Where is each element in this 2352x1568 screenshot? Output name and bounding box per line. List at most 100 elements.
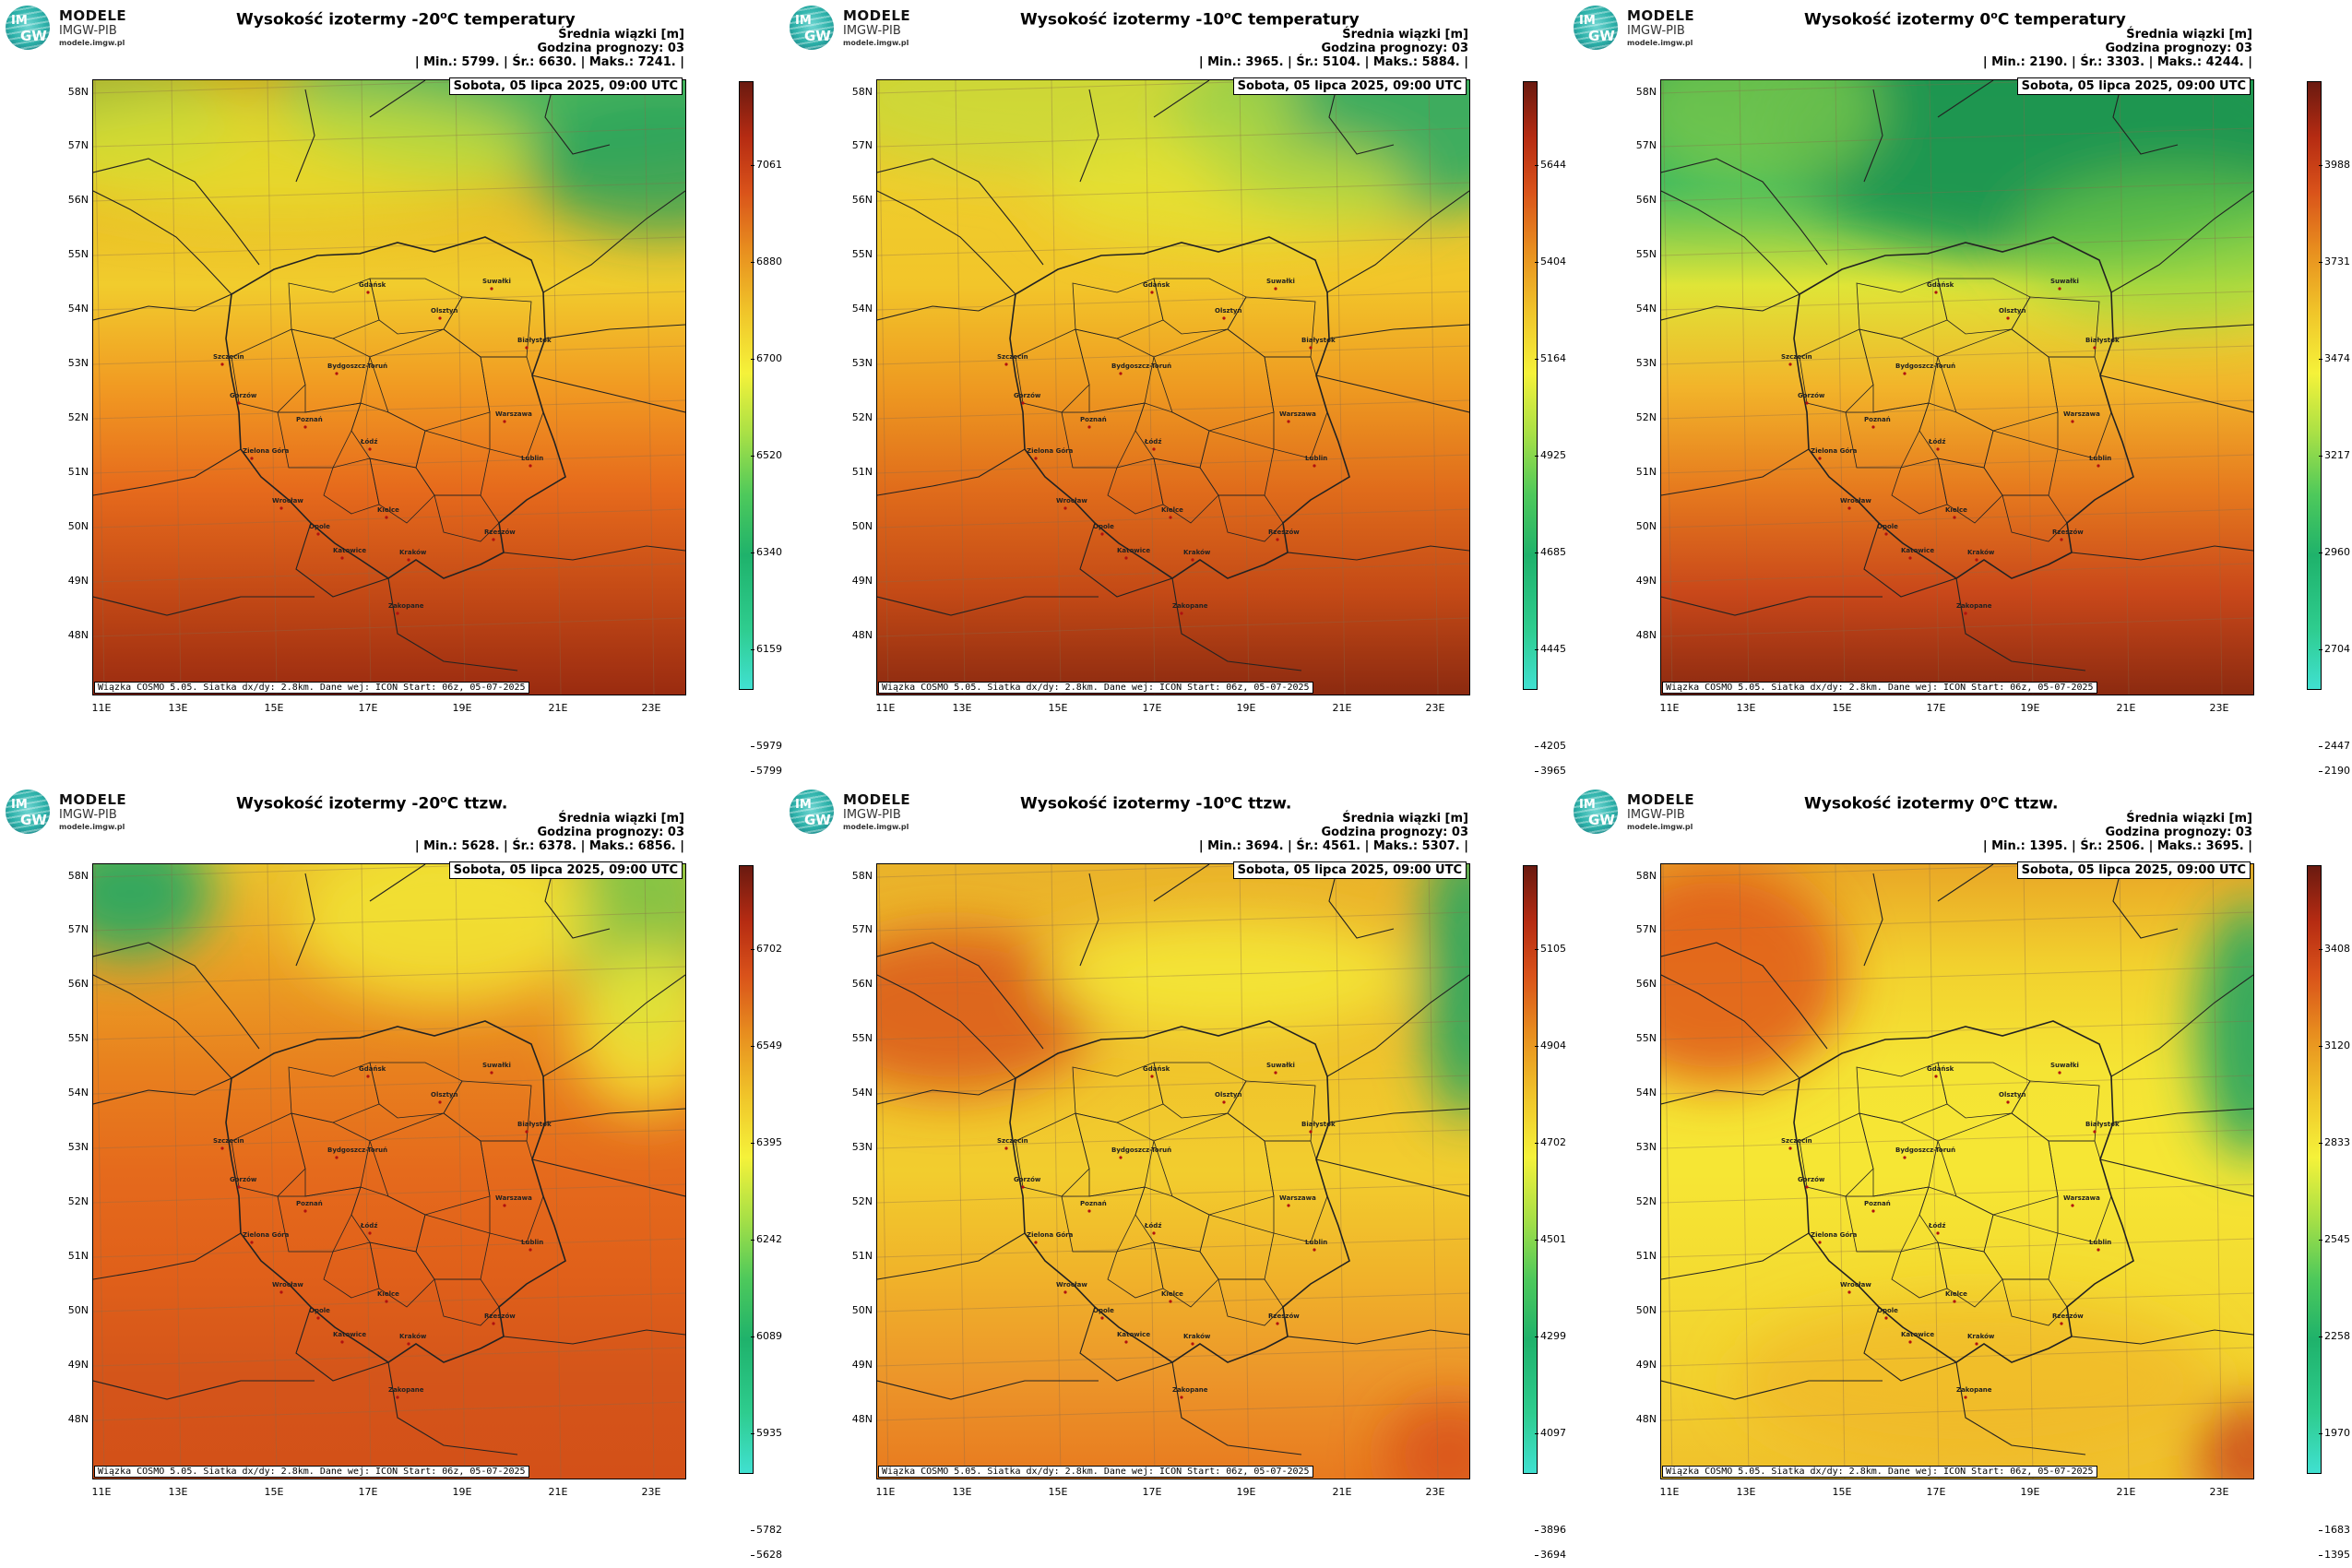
colorbar-tick-label: 5644 bbox=[1535, 159, 1566, 171]
city-label: Katowice bbox=[1901, 1331, 1935, 1338]
logo-mark-top: IM bbox=[1579, 798, 1596, 812]
city-label: Zielona Góra bbox=[243, 447, 290, 455]
logo-text-modele: MODELE bbox=[59, 7, 127, 24]
min-label: | Min.: bbox=[414, 839, 457, 853]
logo-mark-bottom: GW bbox=[804, 812, 831, 828]
valid-date: Sobota, 05 lipca 2025, 09:00 UTC bbox=[2016, 77, 2251, 95]
city-marker bbox=[1805, 1185, 1809, 1189]
city-marker bbox=[1818, 1241, 1822, 1244]
lon-label: 23E bbox=[2209, 702, 2229, 714]
city-marker bbox=[340, 1340, 344, 1344]
lat-label: 53N bbox=[851, 357, 873, 369]
map-title-suffix: C temperatury bbox=[1230, 10, 1360, 30]
logo-text-modele: MODELE bbox=[843, 7, 911, 24]
lon-label: 15E bbox=[1048, 1486, 1068, 1498]
stats-values: | Min.: 5628. | Śr.: 6378. | Maks.: 6856… bbox=[415, 839, 684, 853]
colorbar-tick-label: 6549 bbox=[751, 1039, 782, 1051]
forecast-hour: Godzina prognozy: 03 bbox=[2105, 826, 2252, 839]
city-label: Kraków bbox=[399, 1333, 427, 1340]
logo-text-imgw: IMGW-PIB bbox=[1627, 24, 1685, 38]
lat-label: 51N bbox=[67, 466, 89, 478]
city-marker bbox=[1152, 1231, 1156, 1235]
city-label: Suwałki bbox=[1266, 278, 1295, 285]
city-label: Zielona Góra bbox=[1811, 447, 1858, 455]
city-label: Suwałki bbox=[1266, 1062, 1295, 1069]
map-frame: Gdańsk Suwałki Olsztyn Szczecin Bydgoszcz-To… bbox=[1660, 863, 2254, 1479]
lat-label: 58N bbox=[1635, 870, 1657, 882]
city-label: Zakopane bbox=[1956, 1386, 1992, 1394]
map-title-suffix: C temperatury bbox=[446, 10, 576, 30]
colorbar-tick-label: 4445 bbox=[1535, 643, 1566, 655]
city-marker bbox=[1150, 1075, 1154, 1078]
lat-label: 52N bbox=[1635, 411, 1657, 423]
city-marker bbox=[340, 556, 344, 560]
lat-label: 52N bbox=[851, 411, 873, 423]
logo-text-modele: MODELE bbox=[1627, 7, 1695, 24]
lon-label: 21E bbox=[2116, 702, 2136, 714]
lat-label: 51N bbox=[851, 466, 873, 478]
lat-label: 49N bbox=[851, 575, 873, 587]
city-label: Warszawa bbox=[495, 410, 532, 418]
min-label: | Min.: bbox=[1198, 55, 1241, 69]
city-marker bbox=[1309, 346, 1313, 350]
city-marker bbox=[1313, 1248, 1316, 1252]
stats-header: Średnia wiązki [m] bbox=[1342, 28, 1468, 42]
city-label: Gorzów bbox=[230, 392, 257, 399]
map-title-degree: o bbox=[1224, 793, 1231, 805]
logo-mark-top: IM bbox=[11, 14, 28, 28]
city-marker bbox=[237, 1185, 241, 1189]
city-label: Kraków bbox=[1183, 1333, 1211, 1340]
city-marker bbox=[490, 287, 493, 291]
logo-text-url: modele.imgw.pl bbox=[843, 39, 909, 47]
lon-label: 11E bbox=[1659, 1486, 1680, 1498]
city-label: Warszawa bbox=[2063, 1194, 2100, 1202]
colorbar-tick-label: 4299 bbox=[1535, 1330, 1566, 1342]
city-marker bbox=[1805, 401, 1809, 405]
city-marker bbox=[2097, 1248, 2100, 1252]
city-marker bbox=[1934, 291, 1938, 294]
avg-label: | Śr.: bbox=[2072, 55, 2103, 69]
city-marker bbox=[2093, 1130, 2097, 1134]
logo-text-imgw: IMGW-PIB bbox=[843, 24, 901, 38]
map-title-suffix: C ttzw. bbox=[1997, 794, 2059, 814]
lat-label: 52N bbox=[851, 1195, 873, 1207]
city-label: Białystok bbox=[2085, 1121, 2120, 1128]
city-marker bbox=[2058, 287, 2061, 291]
lat-label: 56N bbox=[67, 194, 89, 206]
max-label: | Maks.: bbox=[580, 839, 635, 853]
city-label: Olsztyn bbox=[431, 1091, 458, 1099]
lon-label: 13E bbox=[168, 1486, 188, 1498]
city-label: Kielce bbox=[1945, 506, 1967, 514]
lat-label: 48N bbox=[1635, 1413, 1657, 1425]
colorbar-tick-label: 4904 bbox=[1535, 1039, 1566, 1051]
field-anomalies bbox=[93, 80, 685, 237]
stats-block: Średnia wiązki [m] Godzina prognozy: 03 | … bbox=[415, 812, 684, 853]
colorbar-tick-label: 4702 bbox=[1535, 1136, 1566, 1148]
map-title: Wysokość izotermy -20oC ttzw. bbox=[236, 793, 697, 814]
city-label: Warszawa bbox=[495, 1194, 532, 1202]
city-marker bbox=[1276, 1322, 1279, 1325]
imgw-logo: IM GW MODELE IMGW-PIB modele.imgw.pl bbox=[6, 6, 153, 52]
city-label: Kraków bbox=[399, 549, 427, 556]
map-title-suffix: C ttzw. bbox=[1230, 794, 1292, 814]
logo-text-url: modele.imgw.pl bbox=[59, 39, 125, 47]
city-label: Kielce bbox=[377, 1290, 399, 1298]
city-marker bbox=[1152, 447, 1156, 451]
imgw-logo: IM GW MODELE IMGW-PIB modele.imgw.pl bbox=[6, 790, 153, 836]
stats-header: Średnia wiązki [m] bbox=[1342, 812, 1468, 826]
city-marker bbox=[1034, 457, 1038, 460]
lon-label: 11E bbox=[875, 1486, 896, 1498]
logo-mark-top: IM bbox=[795, 798, 812, 812]
city-label: Bydgoszcz-Toruń bbox=[327, 362, 388, 370]
lon-label: 13E bbox=[952, 702, 972, 714]
forecast-hour: Godzina prognozy: 03 bbox=[1321, 826, 1468, 839]
stats-block: Średnia wiązki [m] Godzina prognozy: 03 | … bbox=[1199, 28, 1468, 69]
city-label: Wrocław bbox=[272, 497, 303, 505]
city-marker bbox=[2071, 420, 2074, 423]
imgw-logo-mark: IM GW bbox=[790, 790, 834, 834]
stats-values: | Min.: 2190. | Śr.: 3303. | Maks.: 4244… bbox=[1983, 55, 2252, 69]
city-label: Katowice bbox=[1117, 1331, 1151, 1338]
colorbar-tick-label: 2960 bbox=[2319, 546, 2350, 558]
avg-value: 4561. bbox=[1318, 839, 1365, 853]
avg-value: 6630. bbox=[534, 55, 581, 69]
